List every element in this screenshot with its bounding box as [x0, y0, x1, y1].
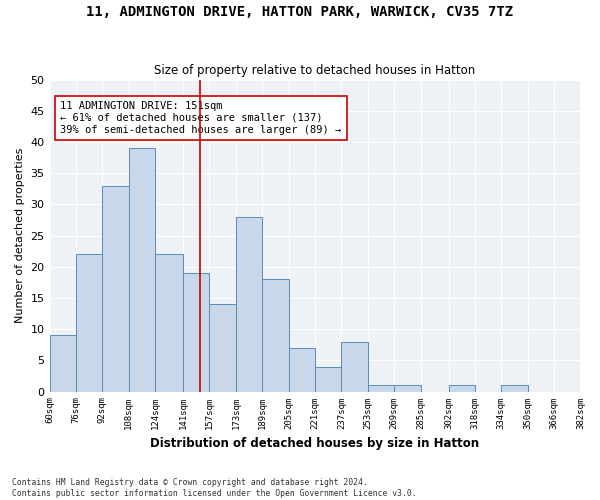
Title: Size of property relative to detached houses in Hatton: Size of property relative to detached ho… — [154, 64, 476, 77]
Bar — [394, 386, 421, 392]
Bar — [50, 336, 76, 392]
Bar — [155, 254, 183, 392]
Bar — [315, 366, 341, 392]
Text: Contains HM Land Registry data © Crown copyright and database right 2024.
Contai: Contains HM Land Registry data © Crown c… — [12, 478, 416, 498]
Text: 11 ADMINGTON DRIVE: 151sqm
← 61% of detached houses are smaller (137)
39% of sem: 11 ADMINGTON DRIVE: 151sqm ← 61% of deta… — [60, 102, 341, 134]
X-axis label: Distribution of detached houses by size in Hatton: Distribution of detached houses by size … — [151, 437, 479, 450]
Bar — [183, 273, 209, 392]
Bar — [76, 254, 103, 392]
Bar — [209, 304, 236, 392]
Bar — [368, 386, 394, 392]
Bar — [341, 342, 368, 392]
Bar — [103, 186, 128, 392]
Bar — [289, 348, 315, 392]
Bar — [449, 386, 475, 392]
Bar — [128, 148, 155, 392]
Y-axis label: Number of detached properties: Number of detached properties — [15, 148, 25, 323]
Bar — [502, 386, 528, 392]
Bar — [236, 217, 262, 392]
Bar — [262, 279, 289, 392]
Text: 11, ADMINGTON DRIVE, HATTON PARK, WARWICK, CV35 7TZ: 11, ADMINGTON DRIVE, HATTON PARK, WARWIC… — [86, 5, 514, 19]
